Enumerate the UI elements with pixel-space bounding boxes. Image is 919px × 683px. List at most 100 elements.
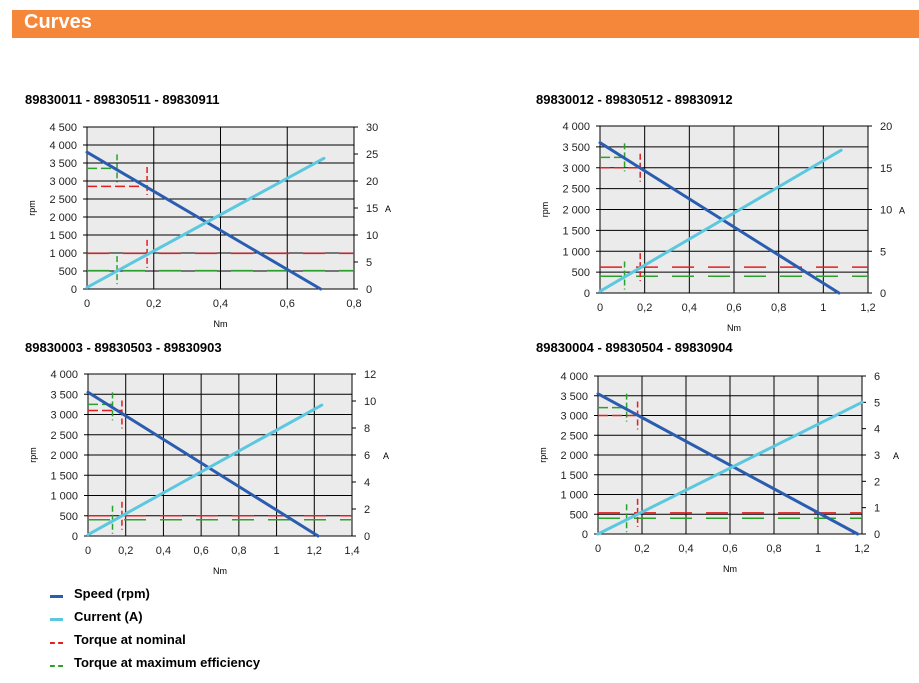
y-tick-3-6: 3 000 <box>50 410 78 422</box>
y2-tick-3-1: 2 <box>364 504 370 516</box>
y2-tick-1-4: 20 <box>366 176 378 188</box>
y-tick-4-5: 2 500 <box>560 430 588 442</box>
y2-tick-4-0: 0 <box>874 529 880 541</box>
x-tick-3-1: 0,2 <box>118 545 133 557</box>
y-tick-4-6: 3 000 <box>560 411 588 423</box>
x-tick-4-4: 0,8 <box>766 543 781 555</box>
x-tick-2-3: 0,6 <box>726 302 741 314</box>
y-tick-2-4: 2 000 <box>562 205 590 217</box>
chart-title-2: 89830012 - 89830512 - 89830912 <box>536 92 733 107</box>
chart-title-4: 89830004 - 89830504 - 89830904 <box>536 340 733 355</box>
y-tick-2-5: 2 500 <box>562 184 590 196</box>
x-tick-1-0: 0 <box>84 298 90 310</box>
y2-tick-1-6: 30 <box>366 122 378 134</box>
current-line-2 <box>598 148 843 293</box>
x-tick-1-4: 0,8 <box>346 298 361 310</box>
y-tick-1-0: 0 <box>71 284 77 296</box>
x-tick-2-5: 1 <box>820 302 826 314</box>
header-banner: Curves <box>12 10 919 38</box>
speed-line-1 <box>85 150 323 291</box>
y2-tick-3-2: 4 <box>364 477 370 489</box>
y2-tick-2-1: 5 <box>880 246 886 258</box>
x-tick-4-2: 0,4 <box>678 543 693 555</box>
current-line-4 <box>596 400 864 536</box>
y-tick-1-5: 2 500 <box>49 194 77 206</box>
legend-swatch-nominal <box>50 642 63 644</box>
y2-tick-1-3: 15 <box>366 203 378 215</box>
y-axis-label-3: rpm <box>28 447 38 463</box>
y-tick-2-1: 500 <box>572 267 590 279</box>
y-tick-2-7: 3 500 <box>562 142 590 154</box>
x-tick-4-1: 0,2 <box>634 543 649 555</box>
y2-tick-3-3: 6 <box>364 450 370 462</box>
x-axis-label-2: Nm <box>727 323 741 333</box>
current-line-3 <box>86 403 324 537</box>
x-tick-4-3: 0,6 <box>722 543 737 555</box>
x-tick-1-3: 0,6 <box>280 298 295 310</box>
y-tick-3-8: 4 000 <box>50 369 78 381</box>
y-tick-1-3: 1 500 <box>49 230 77 242</box>
x-tick-3-4: 0,8 <box>231 545 246 557</box>
x-tick-4-5: 1 <box>815 543 821 555</box>
x-tick-2-2: 0,4 <box>682 302 697 314</box>
x-tick-1-2: 0,4 <box>213 298 228 310</box>
y-tick-3-4: 2 000 <box>50 450 78 462</box>
x-tick-2-6: 1,2 <box>860 302 875 314</box>
y2-tick-2-2: 10 <box>880 205 892 217</box>
y2-tick-3-0: 0 <box>364 531 370 543</box>
y2-tick-4-3: 3 <box>874 450 880 462</box>
speed-line-2 <box>598 141 841 295</box>
y-tick-1-8: 4 000 <box>49 140 77 152</box>
y2-tick-4-5: 5 <box>874 397 880 409</box>
x-tick-4-6: 1,2 <box>854 543 869 555</box>
chart-title-3: 89830003 - 89830503 - 89830903 <box>25 340 222 355</box>
x-tick-3-3: 0,6 <box>193 545 208 557</box>
y2-tick-1-2: 10 <box>366 230 378 242</box>
y2-axis-label-2: A <box>899 206 905 216</box>
y2-tick-3-4: 8 <box>364 423 370 435</box>
y-tick-2-2: 1 000 <box>562 246 590 258</box>
x-tick-3-7: 1,4 <box>344 545 359 557</box>
y2-tick-2-0: 0 <box>880 288 886 300</box>
y-tick-3-7: 3 500 <box>50 389 78 401</box>
y-tick-3-3: 1 500 <box>50 470 78 482</box>
y2-tick-1-1: 5 <box>366 257 372 269</box>
x-tick-1-1: 0,2 <box>146 298 161 310</box>
y2-tick-4-6: 6 <box>874 371 880 383</box>
y-tick-1-2: 1 000 <box>49 248 77 260</box>
y2-tick-2-3: 15 <box>880 163 892 175</box>
y-tick-3-0: 0 <box>72 531 78 543</box>
y-tick-4-4: 2 000 <box>560 450 588 462</box>
y-tick-2-0: 0 <box>584 288 590 300</box>
legend-label-current: Current (A) <box>74 609 143 624</box>
x-tick-2-4: 0,8 <box>771 302 786 314</box>
y-tick-3-1: 500 <box>60 511 78 523</box>
y-tick-1-7: 3 500 <box>49 158 77 170</box>
y2-tick-4-1: 1 <box>874 503 880 515</box>
y-axis-label-2: rpm <box>540 202 550 218</box>
legend-swatch-current <box>50 618 63 621</box>
chart-title-1: 89830011 - 89830511 - 89830911 <box>25 92 220 107</box>
y2-tick-1-0: 0 <box>366 284 372 296</box>
x-tick-3-6: 1,2 <box>307 545 322 557</box>
y2-tick-3-6: 12 <box>364 369 376 381</box>
legend-swatch-speed <box>50 595 63 598</box>
y-tick-2-6: 3 000 <box>562 163 590 175</box>
y-tick-2-8: 4 000 <box>562 121 590 133</box>
y-tick-3-5: 2 500 <box>50 430 78 442</box>
x-tick-3-0: 0 <box>85 545 91 557</box>
x-tick-2-0: 0 <box>597 302 603 314</box>
y-tick-4-7: 3 500 <box>560 391 588 403</box>
y-tick-4-0: 0 <box>582 529 588 541</box>
y2-tick-1-5: 25 <box>366 149 378 161</box>
x-tick-4-0: 0 <box>595 543 601 555</box>
x-tick-3-5: 1 <box>274 545 280 557</box>
y-tick-1-1: 500 <box>59 266 77 278</box>
y-tick-1-9: 4 500 <box>49 122 77 134</box>
y-tick-2-3: 1 500 <box>562 225 590 237</box>
y-tick-1-6: 3 000 <box>49 176 77 188</box>
y2-tick-4-4: 4 <box>874 424 880 436</box>
y-tick-1-4: 2 000 <box>49 212 77 224</box>
y2-tick-4-2: 2 <box>874 476 880 488</box>
